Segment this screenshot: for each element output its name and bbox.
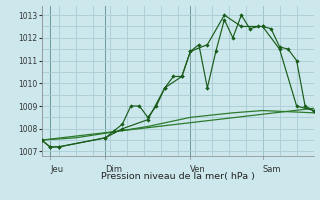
Text: Jeu: Jeu — [50, 165, 63, 174]
Text: Ven: Ven — [190, 165, 206, 174]
X-axis label: Pression niveau de la mer( hPa ): Pression niveau de la mer( hPa ) — [101, 172, 254, 181]
Text: Dim: Dim — [105, 165, 122, 174]
Text: Sam: Sam — [263, 165, 281, 174]
